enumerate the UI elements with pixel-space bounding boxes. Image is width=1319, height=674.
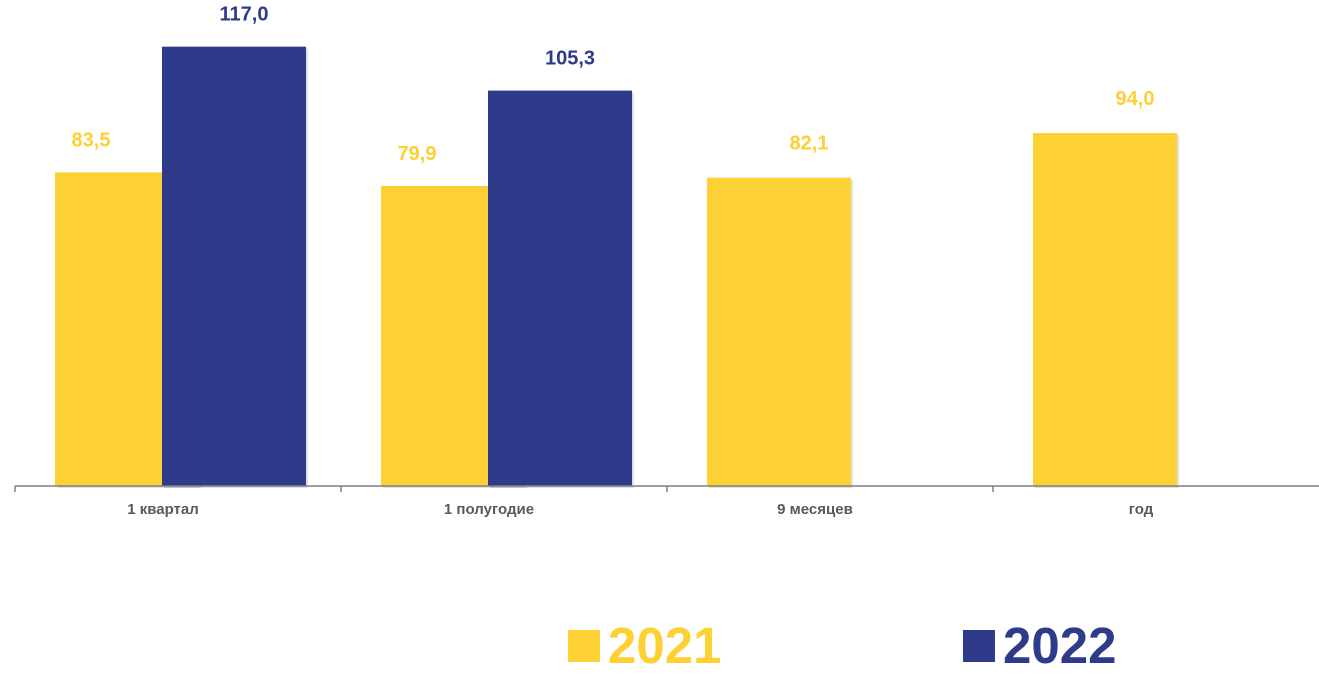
value-label-2022-1: 105,3 bbox=[545, 48, 595, 70]
value-label-2021-2: 82,1 bbox=[790, 133, 829, 155]
legend-item-2021: 2021 bbox=[568, 620, 721, 672]
bar-2021-3 bbox=[1033, 133, 1177, 486]
legend-item-2022: 2022 bbox=[963, 620, 1116, 672]
value-label-2021-3: 94,0 bbox=[1116, 88, 1155, 110]
legend-swatch-2022 bbox=[963, 630, 995, 662]
x-tick-label-2: 9 месяцев bbox=[777, 501, 853, 518]
legend-swatch-2021 bbox=[568, 630, 600, 662]
bar-2021-2 bbox=[707, 177, 851, 487]
legend-label-2021: 2021 bbox=[608, 617, 722, 674]
value-label-2021-0: 83,5 bbox=[72, 129, 111, 151]
chart-bars bbox=[55, 46, 1179, 489]
value-label-2022-0: 117,0 bbox=[220, 4, 269, 26]
bar-2022-1 bbox=[488, 90, 632, 486]
legend-label-2022: 2022 bbox=[1003, 617, 1117, 674]
x-axis: 1 квартал 1 полугодие 9 месяцев год bbox=[14, 485, 1319, 518]
x-tick-label-3: год bbox=[1129, 501, 1154, 518]
value-label-2021-1: 79,9 bbox=[398, 143, 437, 165]
bar-2022-0 bbox=[162, 46, 306, 486]
x-tick-label-1: 1 полугодие bbox=[444, 501, 534, 518]
x-tick-label-0: 1 квартал bbox=[127, 501, 199, 518]
chart-value-labels: 83,5 117,0 79,9 105,3 82,1 94,0 bbox=[72, 4, 1155, 165]
